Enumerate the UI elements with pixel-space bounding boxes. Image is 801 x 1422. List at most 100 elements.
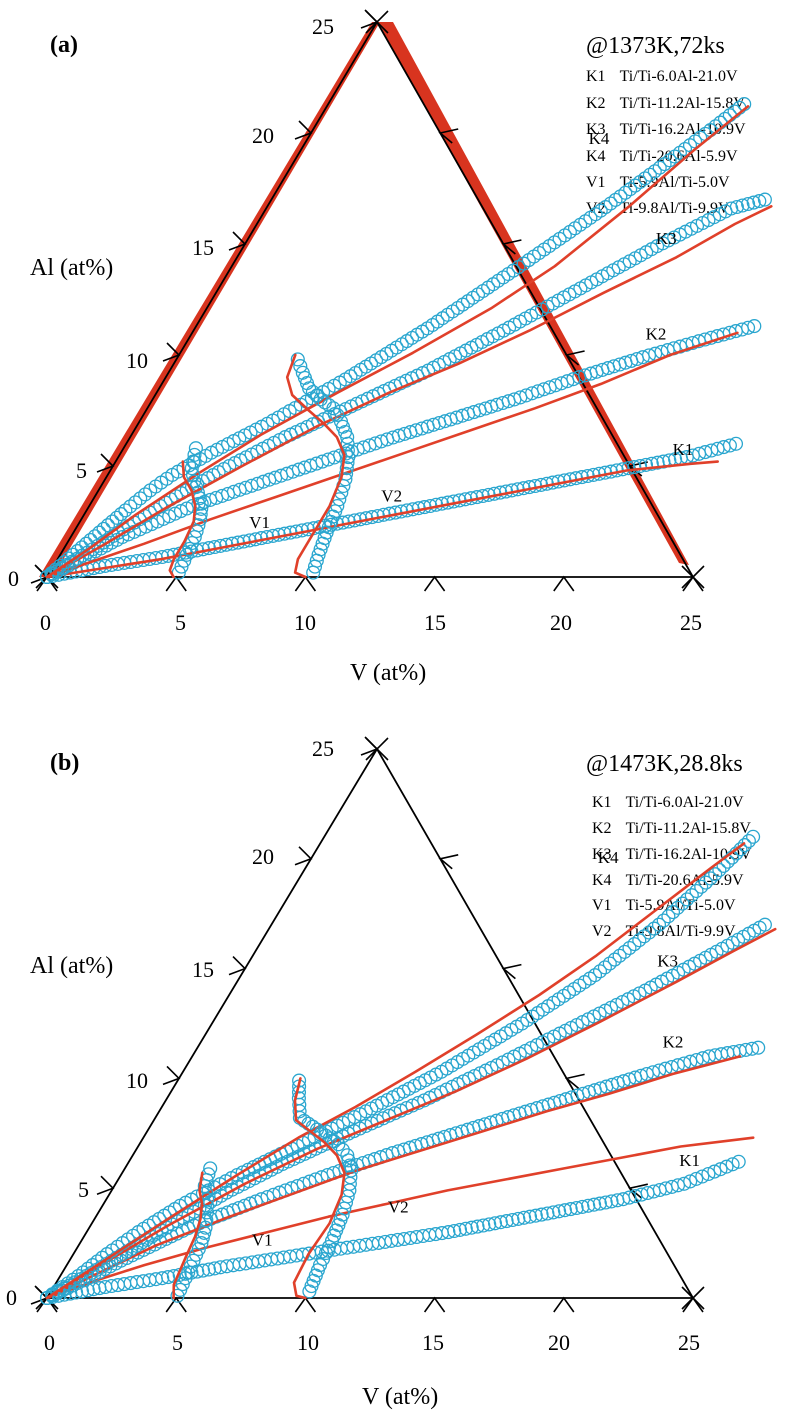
right-tick-mark: [438, 128, 459, 144]
data-point: [638, 457, 654, 472]
data-point: [751, 1040, 766, 1055]
legend-key: V1: [592, 897, 612, 914]
calculated-curve: [45, 1136, 755, 1300]
data-point: [330, 407, 345, 422]
y-tick-label: 25: [312, 14, 334, 39]
data-point: [672, 145, 687, 160]
data-point: [292, 1104, 307, 1119]
data-point: [464, 1220, 479, 1235]
data-point: [662, 153, 677, 168]
data-point: [707, 1164, 722, 1179]
condition-label: @1473K,28.8ks: [586, 751, 743, 777]
data-point: [44, 566, 59, 581]
data-point: [644, 456, 659, 471]
corner-mark: [681, 1286, 705, 1310]
calculated-curve: [45, 331, 739, 579]
data-point: [557, 1203, 572, 1218]
data-point: [290, 352, 305, 367]
data-point: [87, 529, 102, 544]
y-tick-labels: 0 5 10 15 20 25: [6, 736, 334, 1310]
right-edge-band: [378, 22, 689, 565]
data-point: [587, 1197, 602, 1212]
data-point: [633, 458, 648, 474]
y-tick-label: 20: [252, 844, 274, 869]
calculated-curve: [285, 353, 346, 579]
calculated-curve: [45, 842, 746, 1300]
data-point: [546, 1205, 561, 1220]
panel-a: (a) @1373K,72ks K1 Ti/Ti-6.0Al-21.0V K2 Ti…: [8, 9, 773, 686]
data-point: [701, 1166, 716, 1182]
x-tick-mark: [165, 1296, 187, 1313]
data-point: [602, 956, 617, 971]
data-point: [598, 1195, 613, 1210]
data-point: [342, 1158, 357, 1173]
data-point: [534, 1207, 549, 1222]
data-point: [113, 507, 129, 522]
condition-label: @1373K,72ks: [586, 33, 725, 59]
x-axis-title: V (at%): [362, 1384, 438, 1410]
panel-label: (b): [50, 750, 79, 776]
y-tick-label: 20: [252, 123, 274, 148]
series-k1: K1: [39, 1136, 755, 1306]
x-tick-label: 0: [40, 610, 51, 635]
data-point: [322, 398, 337, 413]
data-point: [109, 510, 124, 525]
series-k1: K1: [39, 436, 744, 585]
data-point: [197, 1178, 212, 1194]
calculated-curve: [168, 460, 197, 579]
legend-text: Ti/Ti-11.2Al-15.8V: [620, 95, 746, 112]
data-point: [522, 1209, 538, 1224]
y-tick-label: 25: [312, 736, 334, 761]
data-point: [675, 896, 690, 911]
x-tick-label: 20: [550, 610, 572, 635]
data-point: [201, 1262, 216, 1277]
y-tick-mark: [294, 846, 313, 866]
data-point: [305, 384, 320, 400]
x-tick-labels: 0 5 10 15 20 25: [40, 610, 702, 635]
data-point: [493, 1215, 508, 1230]
data-point: [722, 438, 737, 453]
data-point: [341, 450, 356, 465]
series-v1: V1: [168, 441, 270, 580]
data-point: [197, 1225, 212, 1240]
curve-label: K3: [656, 229, 677, 248]
legend-key: K3: [586, 121, 606, 138]
legend-key: V1: [586, 174, 606, 191]
data-point: [728, 436, 744, 451]
y-tick-label: 10: [126, 1068, 148, 1093]
data-point: [161, 1270, 176, 1285]
data-point: [340, 455, 355, 470]
y-tick-label: 5: [76, 458, 87, 483]
data-point: [569, 1200, 584, 1216]
data-point: [505, 1212, 520, 1228]
data-point: [441, 1225, 456, 1240]
data-point: [677, 141, 693, 157]
legend-key: K1: [586, 68, 606, 85]
data-point: [657, 157, 672, 172]
curve-label: K2: [663, 1033, 684, 1052]
calculated-curve: [45, 460, 720, 579]
panel-label: (a): [50, 32, 78, 58]
data-point: [48, 562, 63, 577]
ternary-frame: [45, 747, 695, 1299]
data-point: [647, 164, 662, 179]
data-point: [188, 441, 203, 456]
series-v1: V1: [170, 1161, 273, 1303]
data-point: [741, 833, 756, 849]
data-point: [528, 1208, 543, 1223]
curve-label: K1: [673, 440, 694, 459]
right-tick-mark: [564, 350, 585, 366]
data-point: [741, 320, 756, 335]
right-tick-mark: [564, 1073, 585, 1090]
data-point: [128, 495, 143, 510]
data-point: [155, 1271, 170, 1286]
curve-label: V2: [381, 487, 402, 506]
corner-mark: [365, 737, 389, 761]
data-point: [729, 199, 744, 215]
data-point: [703, 871, 718, 886]
data-point: [170, 1288, 185, 1303]
data-point: [327, 1134, 342, 1149]
series-v2: V2: [285, 352, 402, 580]
